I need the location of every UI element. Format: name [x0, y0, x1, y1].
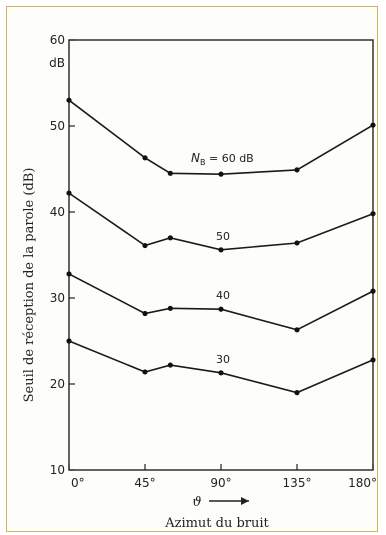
y-tick-label-30: 30: [50, 291, 65, 305]
series-3-point-5: [370, 357, 376, 363]
series-3-point-1: [142, 369, 148, 375]
series-line-3: [68, 340, 374, 394]
series-2-point-3: [218, 306, 224, 312]
series-2-point-4: [294, 327, 300, 333]
series-1-point-5: [370, 211, 376, 217]
series-label-0: NB = 60 dB: [191, 151, 254, 167]
speech-reception-threshold-chart: 10 20 30 40 50 60 dB 0° 45° 90° 135° 180° ϑ Azimut du…: [22, 33, 377, 531]
series-1-point-4: [294, 240, 300, 246]
series-line-0: [68, 99, 374, 176]
series-2-point-0: [66, 271, 72, 277]
series-label-1: 50: [216, 230, 230, 243]
series-0-point-3: [218, 171, 224, 177]
y-tick-label-40: 40: [50, 205, 65, 219]
series-1-point-2: [167, 235, 173, 241]
series-3-point-0: [66, 338, 72, 344]
x-arrow-head: [241, 497, 249, 505]
series-line-1: [68, 192, 374, 251]
x-tick-label-4: 180°: [348, 476, 377, 490]
x-tick-label-0: 0°: [71, 476, 85, 490]
series-0-point-4: [294, 167, 300, 173]
series-1-point-3: [218, 247, 224, 253]
y-tick-label-60: 60: [50, 33, 65, 47]
x-tick-label-1: 45°: [134, 476, 155, 490]
y-tick-label-10: 10: [50, 463, 65, 477]
plot-frame: [68, 39, 374, 471]
y-tick-label-20: 20: [50, 377, 65, 391]
series-line-2: [68, 273, 374, 331]
series-2-point-2: [167, 305, 173, 311]
figure-frame: 10 20 30 40 50 60 dB 0° 45° 90° 135° 180° ϑ Azimut du…: [6, 6, 378, 532]
x-symbol: ϑ: [192, 495, 201, 510]
series-label-2: 40: [216, 289, 230, 302]
series-label-3: 30: [216, 353, 230, 366]
x-tick-label-3: 135°: [283, 476, 312, 490]
series-3-point-3: [218, 370, 224, 376]
series-3-point-4: [294, 390, 300, 396]
series-0-point-1: [142, 155, 148, 161]
series-3-point-2: [167, 362, 173, 368]
series-0-point-2: [167, 170, 173, 176]
series-1-point-0: [66, 190, 72, 196]
x-axis-title: Azimut du bruit: [164, 516, 269, 531]
y-unit-label: dB: [49, 56, 65, 70]
series-0-point-5: [370, 122, 376, 128]
series-1-point-1: [142, 242, 148, 249]
series-2-point-1: [142, 310, 148, 317]
y-tick-label-50: 50: [50, 119, 65, 133]
x-tick-label-2: 90°: [210, 476, 231, 490]
series-0-point-0: [66, 97, 72, 103]
series-2-point-5: [370, 288, 376, 294]
y-axis-title: Seuil de réception de la parole (dB): [22, 168, 37, 403]
